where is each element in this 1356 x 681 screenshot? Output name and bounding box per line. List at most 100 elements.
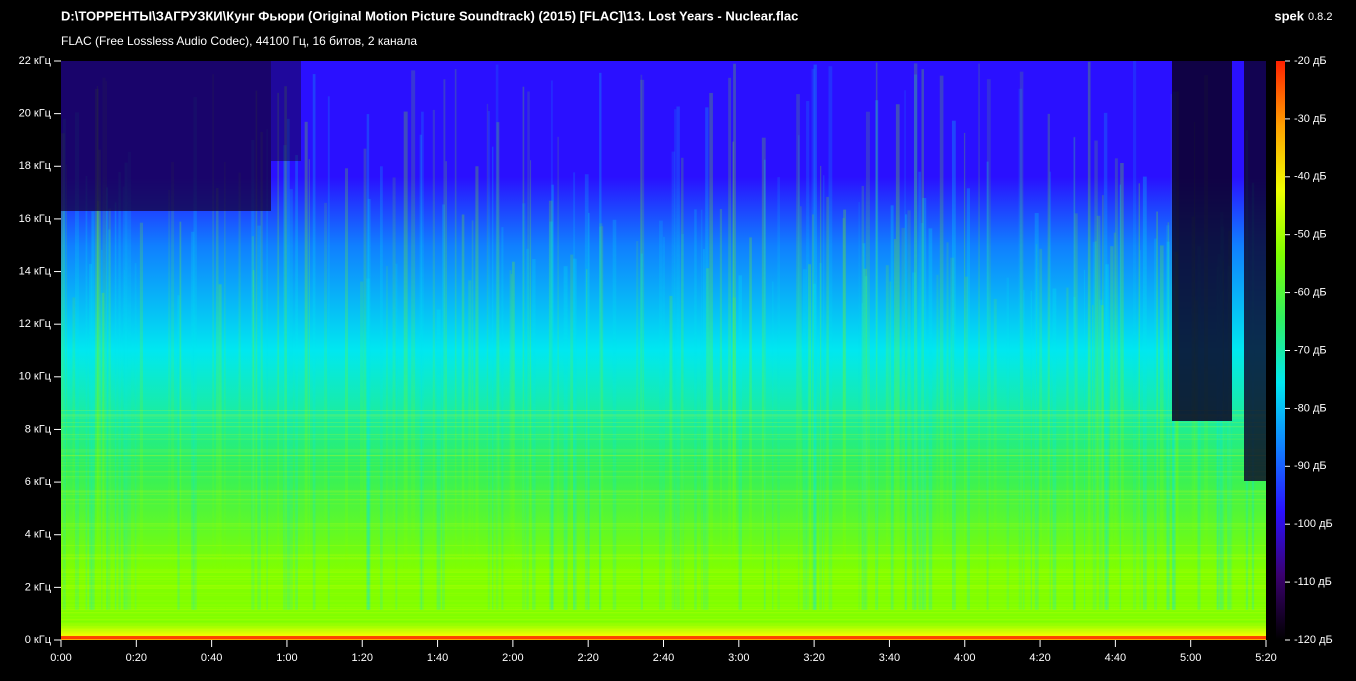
texture-streak [1166, 241, 1170, 611]
texture-band [61, 613, 1266, 615]
texture-streak [191, 231, 195, 611]
texture-streak [324, 202, 327, 610]
texture-streak [1019, 71, 1024, 610]
texture-band [61, 622, 1266, 624]
texture-streak [733, 63, 736, 610]
texture-streak [674, 109, 677, 610]
texture-streak [1052, 288, 1057, 610]
texture-streak [495, 64, 499, 610]
texture-streak [105, 81, 108, 611]
texture-streak [599, 226, 601, 611]
y-tick-label: 4 кГц [25, 529, 52, 541]
texture-band [61, 571, 1266, 573]
texture-streak [936, 274, 939, 610]
texture-streak [1066, 287, 1069, 610]
x-tick-label: 3:00 [728, 652, 749, 664]
texture-streak [599, 223, 603, 610]
texture-streak [1174, 251, 1178, 611]
texture-band [61, 592, 1266, 594]
texture-streak [822, 175, 825, 611]
texture-streak [993, 298, 997, 610]
texture-streak [551, 184, 554, 610]
texture-streak [640, 74, 643, 610]
color-bar-label: -20 дБ [1294, 55, 1327, 67]
color-bar-label: -100 дБ [1294, 518, 1333, 530]
texture-streak [1138, 183, 1140, 610]
texture-band [61, 425, 1266, 427]
texture-band [61, 490, 1266, 492]
texture-streak [95, 88, 99, 610]
texture-streak [700, 209, 703, 611]
texture-streak [1006, 277, 1010, 610]
texture-streak [289, 189, 293, 610]
texture-streak [1114, 158, 1118, 611]
texture-streak [811, 68, 815, 610]
texture-streak [920, 222, 924, 610]
texture-band [61, 584, 1266, 586]
texture-streak [828, 66, 833, 611]
texture-streak [124, 162, 128, 610]
texture-band [61, 587, 1266, 589]
texture-streak [286, 118, 290, 610]
texture-band [61, 438, 1266, 440]
texture-streak [978, 63, 980, 611]
texture-streak [588, 212, 590, 610]
texture-streak [501, 227, 504, 610]
texture-streak [91, 211, 95, 610]
quiet-region [271, 61, 301, 161]
texture-streak [1073, 296, 1076, 610]
texture-streak [548, 200, 553, 611]
texture-band [61, 575, 1266, 577]
texture-streak [728, 77, 732, 611]
texture-streak [492, 146, 494, 610]
x-tick-label: 0:40 [201, 652, 222, 664]
texture-streak [671, 151, 675, 611]
texture-streak [486, 103, 489, 610]
x-tick-label: 1:40 [427, 652, 448, 664]
texture-band [61, 585, 1266, 587]
texture-streak [1113, 232, 1116, 610]
texture-streak [1170, 93, 1172, 610]
texture-band [61, 578, 1266, 580]
x-tick-label: 2:40 [653, 652, 674, 664]
texture-streak [858, 202, 860, 610]
texture-streak [573, 172, 576, 611]
color-bar-label: -110 дБ [1294, 576, 1332, 588]
texture-streak [663, 236, 665, 611]
texture-band [61, 455, 1266, 457]
texture-streak [875, 62, 878, 611]
texture-streak [808, 264, 812, 610]
texture-band [61, 555, 1266, 557]
texture-streak [108, 229, 111, 610]
texture-streak [864, 276, 868, 610]
texture-streak [224, 162, 226, 610]
texture-streak [1166, 225, 1170, 610]
texture-streak [676, 106, 680, 611]
texture-streak [471, 220, 474, 611]
texture-streak [96, 85, 99, 610]
texture-streak [251, 236, 255, 610]
y-tick-label: 14 кГц [19, 265, 52, 277]
texture-streak [599, 72, 602, 611]
texture-streak [212, 74, 214, 610]
texture-band [61, 477, 1266, 479]
texture-band [61, 557, 1266, 559]
texture-streak [1174, 276, 1176, 610]
texture-streak [295, 155, 298, 610]
texture-band [61, 492, 1266, 494]
texture-streak [108, 208, 111, 610]
x-tick-label: 2:20 [577, 652, 598, 664]
quiet-region [1172, 61, 1232, 421]
y-tick-label: 18 кГц [19, 160, 52, 172]
texture-streak [640, 79, 645, 610]
texture-streak [732, 297, 736, 610]
texture-streak [363, 148, 367, 610]
texture-streak [820, 165, 822, 610]
texture-streak [771, 281, 774, 610]
texture-streak [986, 79, 991, 610]
texture-band [61, 623, 1266, 625]
texture-streak [939, 75, 944, 610]
texture-band [61, 544, 1266, 546]
x-tick-label: 4:40 [1105, 652, 1126, 664]
y-tick-label: 12 кГц [19, 318, 52, 330]
